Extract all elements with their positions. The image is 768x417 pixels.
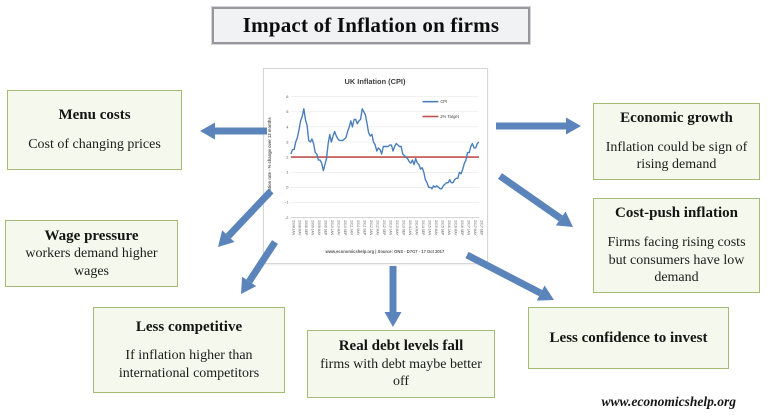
less-competitive-body: If inflation higher than international c… — [118, 348, 260, 381]
svg-text:-1: -1 — [285, 200, 289, 205]
diagram-title-box: Impact of Inflation on firms — [211, 6, 531, 45]
svg-text:5: 5 — [286, 109, 289, 114]
svg-text:2011 SEP: 2011 SEP — [363, 220, 367, 236]
box-real-debt: Real debt levels fall firms with debt ma… — [307, 330, 495, 398]
svg-text:2% Target: 2% Target — [440, 114, 459, 119]
arrow-to-cost-push — [497, 173, 573, 227]
svg-text:2013 MAY: 2013 MAY — [395, 220, 399, 236]
svg-text:2015 MAY: 2015 MAY — [434, 220, 438, 236]
box-menu-costs: Menu costs Cost of changing prices — [7, 90, 182, 170]
svg-text:2010 MAY: 2010 MAY — [337, 220, 341, 236]
svg-text:2008 JAN: 2008 JAN — [291, 220, 295, 235]
wage-pressure-heading: Wage pressure — [44, 227, 139, 244]
svg-text:2009 JAN: 2009 JAN — [311, 220, 315, 235]
svg-text:2013 JAN: 2013 JAN — [389, 220, 393, 235]
diagram-title: Impact of Inflation on firms — [242, 13, 500, 37]
svg-text:3: 3 — [286, 139, 289, 144]
menu-costs-body: Cost of changing prices — [28, 137, 161, 153]
svg-text:2010 SEP: 2010 SEP — [343, 220, 347, 236]
arrow-to-menu-costs — [200, 122, 267, 140]
svg-text:2015 JAN: 2015 JAN — [427, 220, 431, 235]
svg-text:2014 JAN: 2014 JAN — [408, 220, 412, 235]
less-confidence-heading: Less confidence to invest — [549, 329, 708, 346]
svg-text:2014 SEP: 2014 SEP — [421, 220, 425, 236]
svg-text:2016 MAY: 2016 MAY — [453, 220, 457, 236]
cost-push-heading: Cost-push inflation — [615, 205, 738, 222]
svg-text:2008 SEP: 2008 SEP — [304, 220, 308, 236]
svg-text:6: 6 — [286, 94, 289, 99]
wage-pressure-body: workers demand higher wages — [25, 246, 158, 279]
uk-inflation-chart: UK Inflation (CPI) Inflation rate - % cha… — [267, 77, 483, 254]
svg-text:2011 JAN: 2011 JAN — [350, 220, 354, 235]
svg-text:4: 4 — [286, 124, 289, 129]
site-credit: www.economicshelp.org — [601, 394, 736, 409]
real-debt-body: firms with debt maybe better off — [320, 356, 482, 390]
svg-text:1: 1 — [286, 170, 288, 175]
svg-text:www.economicshelp.org | Source: www.economicshelp.org | Source: ONS - D7… — [324, 249, 445, 254]
svg-text:2010 JAN: 2010 JAN — [330, 220, 334, 235]
svg-text:2012 JAN: 2012 JAN — [369, 220, 373, 235]
box-less-competitive: Less competitive If inflation higher tha… — [93, 307, 285, 393]
box-economic-growth: Economic growth Inflation could be sign … — [593, 103, 760, 180]
arrow-to-economic-growth — [496, 117, 581, 135]
svg-text:2015 SEP: 2015 SEP — [440, 220, 444, 236]
svg-text:2009 MAY: 2009 MAY — [317, 220, 321, 236]
box-wage-pressure: Wage pressure workers demand higher wage… — [5, 220, 178, 287]
svg-text:2016 JAN: 2016 JAN — [447, 220, 451, 235]
uk-inflation-chart-card: UK Inflation (CPI) Inflation rate - % cha… — [263, 68, 488, 264]
svg-text:Inflation rate - % change over: Inflation rate - % change over 12 months — [267, 117, 272, 197]
svg-text:2016 SEP: 2016 SEP — [460, 220, 464, 236]
box-cost-push: Cost-push inflation Firms facing rising … — [593, 198, 760, 293]
svg-text:0: 0 — [286, 185, 289, 190]
menu-costs-heading: Menu costs — [58, 107, 131, 124]
svg-text:-2: -2 — [285, 215, 289, 220]
svg-text:2012 MAY: 2012 MAY — [376, 220, 380, 236]
svg-text:UK Inflation (CPI): UK Inflation (CPI) — [345, 77, 406, 86]
svg-text:2008 MAY: 2008 MAY — [298, 220, 302, 236]
svg-text:2014 MAY: 2014 MAY — [414, 220, 418, 236]
economic-growth-body: Inflation could be sign of rising demand — [605, 139, 748, 173]
arrow-to-real-debt — [384, 266, 402, 327]
svg-text:CPI: CPI — [440, 99, 447, 104]
svg-text:2011 MAY: 2011 MAY — [356, 220, 360, 236]
economic-growth-heading: Economic growth — [620, 110, 733, 127]
svg-text:2: 2 — [286, 154, 288, 159]
svg-text:2009 SEP: 2009 SEP — [324, 220, 328, 236]
box-less-confidence: Less confidence to invest — [528, 307, 729, 369]
less-competitive-heading: Less competitive — [135, 318, 243, 335]
svg-text:2013 SEP: 2013 SEP — [402, 220, 406, 236]
real-debt-heading: Real debt levels fall — [338, 338, 464, 355]
svg-text:2017 JAN: 2017 JAN — [466, 220, 470, 235]
svg-text:2012 SEP: 2012 SEP — [382, 220, 386, 236]
svg-text:2017 SEP: 2017 SEP — [479, 220, 483, 236]
cost-push-body: Firms facing rising costs but consumers … — [607, 235, 746, 286]
svg-text:2017 MAY: 2017 MAY — [473, 220, 477, 236]
